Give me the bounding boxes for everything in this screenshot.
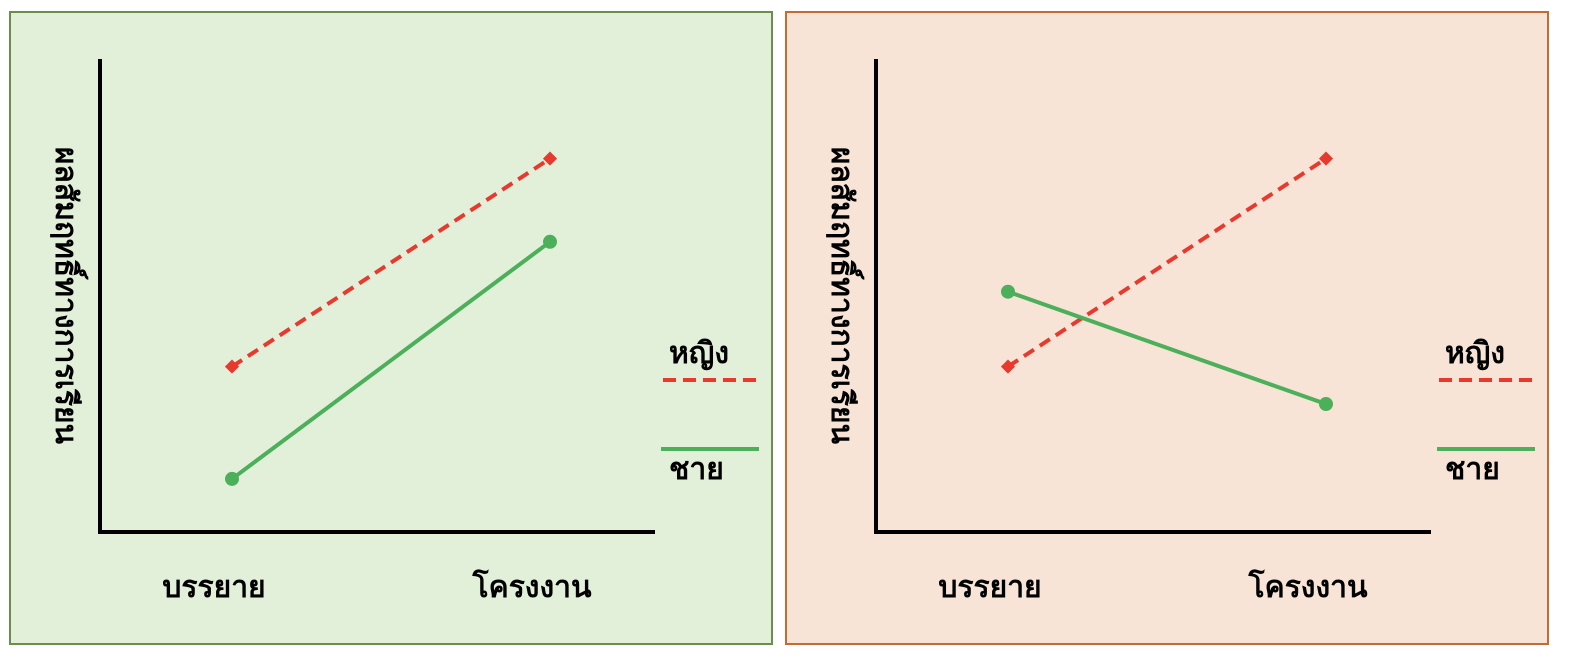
series-line-male xyxy=(1007,289,1327,406)
legend-label-female: หญิง xyxy=(1445,336,1505,371)
data-point xyxy=(543,234,557,249)
legend-label-male: ชาย xyxy=(1445,452,1500,487)
series-line-female xyxy=(230,156,552,369)
data-point xyxy=(1318,151,1334,166)
data-point xyxy=(1319,397,1333,412)
legend-label-male: ชาย xyxy=(669,452,724,487)
x-tick-label: โครงงาน xyxy=(472,568,592,605)
chart-panel-right: ผลสัมฤทธิ์ทางการเรียนบรรยาย โครงงาน หญิงชา… xyxy=(785,11,1549,645)
series-line-female xyxy=(1006,156,1328,369)
data-point xyxy=(542,151,558,166)
y-axis-label: ผลสัมฤทธิ์ทางการเรียน xyxy=(48,147,89,445)
data-point xyxy=(225,471,239,486)
data-point xyxy=(1001,284,1015,299)
data-point xyxy=(224,359,240,374)
x-tick-label: บรรยาย xyxy=(162,570,265,605)
x-tick-label: โครงงาน xyxy=(1248,568,1368,605)
legend-label-female: หญิง xyxy=(669,336,729,371)
y-axis-label: ผลสัมฤทธิ์ทางการเรียน xyxy=(824,147,865,445)
x-tick-label: บรรยาย xyxy=(938,570,1041,605)
series-line-male xyxy=(230,240,552,481)
data-point xyxy=(1000,359,1016,374)
chart-panel-left: ผลสัมฤทธิ์ทางการเรียนบรรยาย โครงงาน หญิงชา… xyxy=(9,11,773,645)
